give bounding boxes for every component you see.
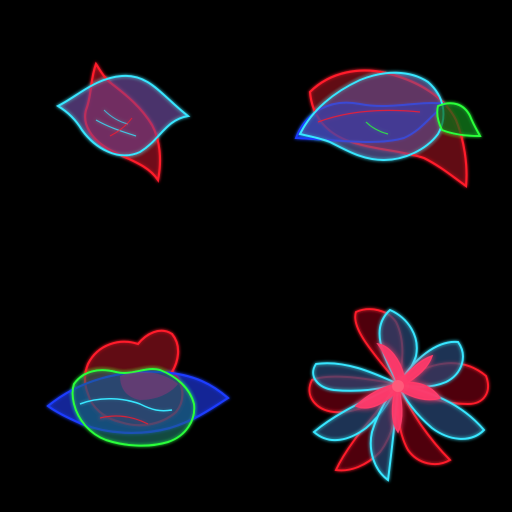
glow-leaf-shape-2 [294, 69, 482, 189]
inner-vein-b [365, 121, 389, 135]
star-ray-right [397, 381, 442, 401]
star-ray-upright [396, 354, 434, 387]
glow-flower-shape-4 [308, 308, 489, 482]
star-ray-left [354, 383, 399, 409]
center-star [354, 342, 442, 434]
cyan-eye-outline [55, 74, 191, 157]
inner-vein-a [317, 109, 421, 123]
star-ray-down [391, 381, 403, 434]
inner-vein-2 [103, 109, 129, 125]
inner-vein-3 [109, 117, 133, 137]
magenta-overlay [120, 371, 178, 400]
glow-leaf-shape-3 [46, 329, 230, 447]
cyan-curl [79, 398, 173, 412]
petal-cyan-upper-left [312, 362, 401, 392]
star-ray-up [376, 342, 405, 386]
green-tip [436, 102, 482, 138]
glow-leaf-shape-1 [55, 61, 191, 183]
inner-vein-1 [95, 119, 137, 137]
cyan-main-petal [298, 71, 445, 162]
star-core [392, 380, 404, 392]
inner-vein-c [99, 415, 149, 425]
